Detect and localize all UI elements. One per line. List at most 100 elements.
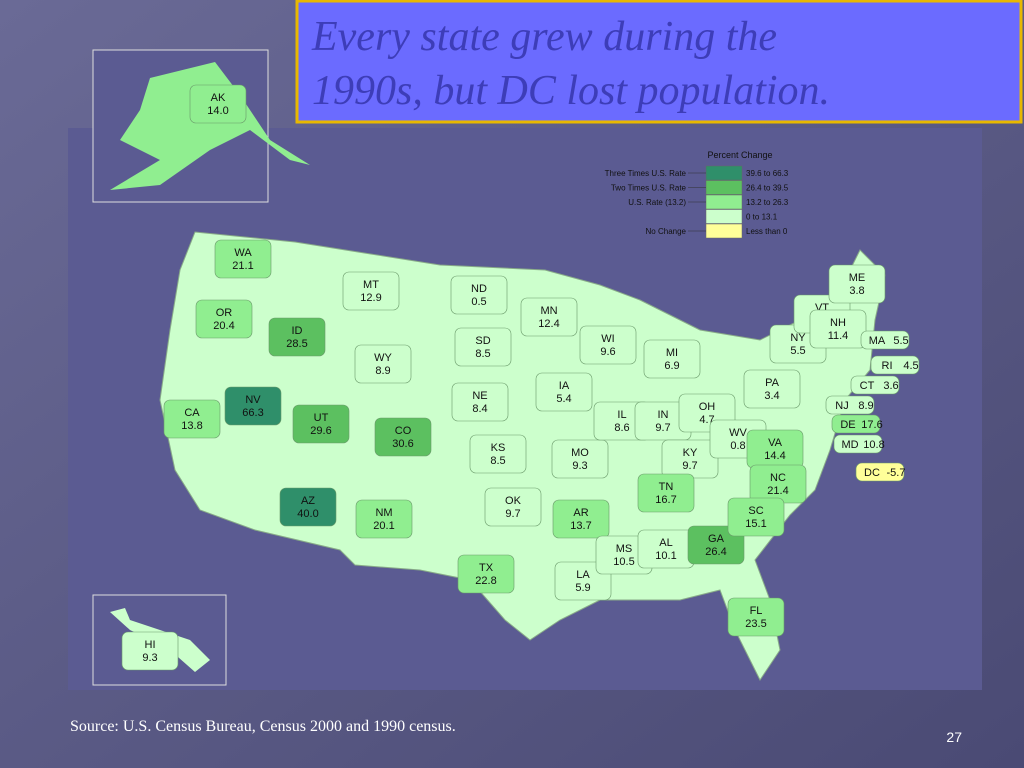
states: AK14.0WA21.1OR20.4CA13.8NV66.3ID28.5MT12… bbox=[121, 84, 920, 671]
state-region bbox=[121, 631, 179, 671]
state-region bbox=[551, 439, 609, 479]
state-region bbox=[727, 497, 785, 537]
state-abbr: AK bbox=[211, 92, 226, 104]
source: Source: U.S. Census Bureau, Census 2000 … bbox=[70, 718, 456, 735]
state-abbr: OH bbox=[699, 401, 716, 413]
state-abbr: MN bbox=[540, 305, 557, 317]
legend-swatch bbox=[705, 194, 743, 210]
state-abbr: SC bbox=[748, 505, 763, 517]
state-abbr: HI bbox=[145, 639, 156, 651]
state-region bbox=[279, 487, 337, 527]
state-abbr: GA bbox=[708, 533, 725, 545]
state-abbr: MI bbox=[666, 347, 678, 359]
state-abbr: CO bbox=[395, 425, 412, 437]
state-region bbox=[855, 462, 905, 482]
state-region bbox=[469, 434, 527, 474]
state-region bbox=[454, 327, 512, 367]
state-value: 8.6 bbox=[614, 422, 629, 434]
state-region bbox=[749, 464, 807, 504]
state-value: 0.5 bbox=[471, 296, 486, 308]
state-region bbox=[831, 414, 881, 434]
state-abbr: WI bbox=[601, 333, 614, 345]
state-value: 10.8 bbox=[863, 439, 884, 451]
state-abbr: ND bbox=[471, 283, 487, 295]
legend-title: Percent Change bbox=[707, 150, 772, 160]
state-region bbox=[850, 375, 900, 395]
state-region bbox=[292, 404, 350, 444]
state-value: 13.8 bbox=[181, 420, 202, 432]
page-number: 27 bbox=[946, 729, 962, 745]
state-abbr: CA bbox=[184, 407, 200, 419]
state-value: 9.7 bbox=[505, 508, 520, 520]
state-value: 8.9 bbox=[375, 365, 390, 377]
state-abbr: MD bbox=[841, 439, 858, 451]
state-value: 12.9 bbox=[360, 292, 381, 304]
legend-note: Three Times U.S. Rate bbox=[605, 169, 687, 178]
legend-range: 26.4 to 39.5 bbox=[746, 184, 789, 193]
legend-range: 13.2 to 26.3 bbox=[746, 198, 789, 207]
state-value: 5.4 bbox=[556, 393, 571, 405]
state-value: 6.9 bbox=[664, 360, 679, 372]
state-abbr: CT bbox=[860, 380, 875, 392]
state-value: 21.1 bbox=[232, 260, 253, 272]
state-region bbox=[451, 382, 509, 422]
state-region bbox=[727, 597, 785, 637]
state-value: 8.4 bbox=[472, 403, 487, 415]
state-region bbox=[457, 554, 515, 594]
state-abbr: KS bbox=[491, 442, 506, 454]
state-region bbox=[579, 325, 637, 365]
state-value: 66.3 bbox=[242, 407, 263, 419]
state-value: 9.7 bbox=[655, 422, 670, 434]
state-region bbox=[374, 417, 432, 457]
state-value: 9.3 bbox=[572, 460, 587, 472]
state-abbr: KY bbox=[683, 447, 698, 459]
state-value: 20.4 bbox=[213, 320, 234, 332]
state-region bbox=[189, 84, 247, 124]
state-abbr: AR bbox=[573, 507, 588, 519]
state-abbr: AZ bbox=[301, 495, 315, 507]
state-value: 5.9 bbox=[575, 582, 590, 594]
state-region bbox=[860, 330, 910, 350]
state-region bbox=[195, 299, 253, 339]
state-abbr: SD bbox=[475, 335, 490, 347]
state-abbr: NV bbox=[245, 394, 261, 406]
state-value: 8.5 bbox=[475, 348, 490, 360]
state-abbr: NY bbox=[790, 332, 806, 344]
legend-range: 39.6 to 66.3 bbox=[746, 169, 789, 178]
state-abbr: NH bbox=[830, 317, 846, 329]
state-value: 0.8 bbox=[730, 440, 745, 452]
state-value: 3.6 bbox=[883, 380, 898, 392]
state-abbr: VA bbox=[768, 437, 783, 449]
state-region bbox=[661, 439, 719, 479]
state-abbr: AL bbox=[659, 537, 672, 549]
state-abbr: ME bbox=[849, 272, 866, 284]
state-region bbox=[520, 297, 578, 337]
state-value: 14.0 bbox=[207, 105, 228, 117]
state-value: 9.7 bbox=[682, 460, 697, 472]
state-region bbox=[825, 395, 875, 415]
legend-range: 0 to 13.1 bbox=[746, 213, 778, 222]
state-region bbox=[643, 339, 701, 379]
state-abbr: WY bbox=[374, 352, 392, 364]
state-region bbox=[687, 525, 745, 565]
state-abbr: NC bbox=[770, 472, 786, 484]
legend-swatch bbox=[705, 180, 743, 195]
state-abbr: PA bbox=[765, 377, 780, 389]
state-value: 28.5 bbox=[286, 338, 307, 350]
state-region bbox=[746, 429, 804, 469]
legend-note: U.S. Rate (13.2) bbox=[628, 198, 686, 207]
state-abbr: MT bbox=[363, 279, 379, 291]
state-value: 17.6 bbox=[861, 419, 882, 431]
state-value: 20.1 bbox=[373, 520, 394, 532]
state-value: 4.5 bbox=[903, 360, 918, 372]
state-region bbox=[809, 309, 867, 349]
state-region bbox=[637, 529, 695, 569]
state-value: 26.4 bbox=[705, 546, 726, 558]
state-abbr: NE bbox=[472, 390, 487, 402]
state-region bbox=[163, 399, 221, 439]
title: Every state grew during the 1990s, but DC… bbox=[311, 14, 830, 114]
legend-swatch bbox=[705, 209, 743, 224]
state-abbr: RI bbox=[882, 360, 893, 372]
